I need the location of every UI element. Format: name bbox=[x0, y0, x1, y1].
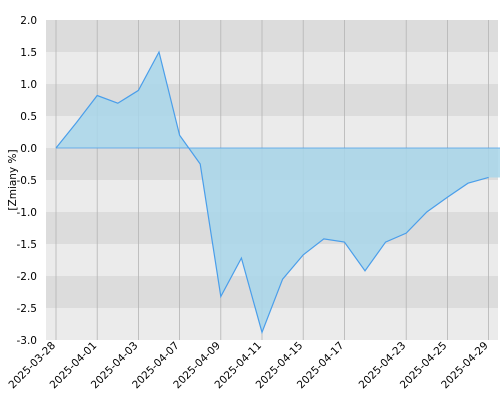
y-tick-label: -2.0 bbox=[17, 271, 38, 283]
area-layer bbox=[55, 50, 500, 335]
y-tick-label: -0.5 bbox=[17, 175, 38, 187]
y-tick-label: 1.0 bbox=[20, 79, 37, 91]
y-tick-label: -1.5 bbox=[17, 239, 38, 251]
y-tick-label: -1.0 bbox=[17, 207, 38, 219]
grid-band bbox=[46, 52, 498, 84]
y-axis-label: [Zmiany %] bbox=[7, 149, 19, 210]
x-axis-ticks: 2025-03-282025-04-012025-04-032025-04-07… bbox=[6, 340, 490, 392]
y-tick-label: 1.5 bbox=[20, 47, 37, 59]
y-axis-ticks: 2.0 1.5 1.0 0.5 0.0 -0.5 -1.0 -1.5 -2.0 -2.5 -3.0 bbox=[17, 15, 38, 347]
y-tick-label: 0.5 bbox=[20, 111, 37, 123]
y-tick-label: -3.0 bbox=[17, 335, 38, 347]
series-line bbox=[55, 50, 489, 335]
y-tick-label: 2.0 bbox=[20, 15, 37, 27]
grid-band bbox=[46, 20, 498, 52]
grid-band bbox=[46, 308, 498, 340]
y-tick-label: 0.0 bbox=[20, 143, 37, 155]
area-fill bbox=[56, 52, 500, 333]
y-tick-label: -2.5 bbox=[17, 303, 38, 315]
